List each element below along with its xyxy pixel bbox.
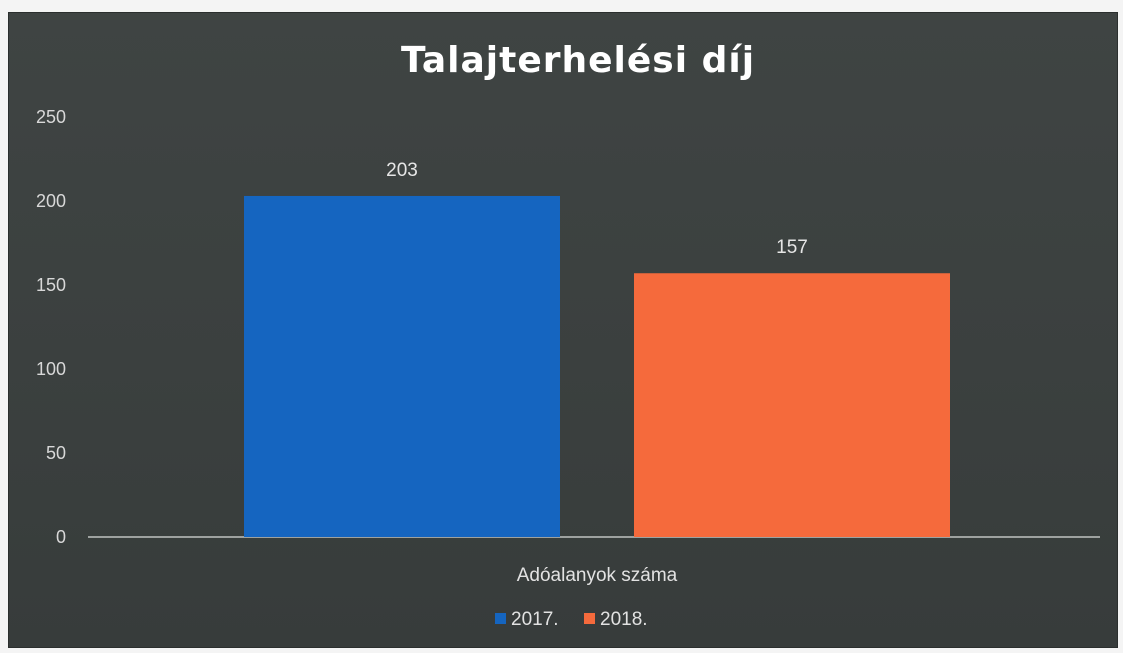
y-tick-label: 150 xyxy=(36,275,66,295)
y-tick-label: 50 xyxy=(46,443,66,463)
x-axis-categories: Adóalanyok száma xyxy=(517,565,678,586)
bars xyxy=(244,195,950,537)
y-tick-label: 0 xyxy=(56,527,66,547)
chart-title: Talajterhelési díj xyxy=(401,40,755,81)
bar-2018 xyxy=(634,273,950,537)
y-axis-ticks: 0 50 100 150 200 250 xyxy=(36,107,66,547)
legend-swatch xyxy=(584,613,595,624)
y-tick-label: 100 xyxy=(36,359,66,379)
data-label: 157 xyxy=(776,237,808,258)
data-label: 203 xyxy=(386,160,418,181)
y-tick-label: 200 xyxy=(36,191,66,211)
x-category-label: Adóalanyok száma xyxy=(517,565,678,586)
legend-label: 2017. xyxy=(511,609,559,630)
bar-2017 xyxy=(244,195,560,537)
legend: 2017. 2018. xyxy=(495,609,648,630)
legend-label: 2018. xyxy=(600,609,648,630)
data-labels: 203 157 xyxy=(386,160,808,258)
y-tick-label: 250 xyxy=(36,107,66,127)
legend-swatch xyxy=(495,613,506,624)
